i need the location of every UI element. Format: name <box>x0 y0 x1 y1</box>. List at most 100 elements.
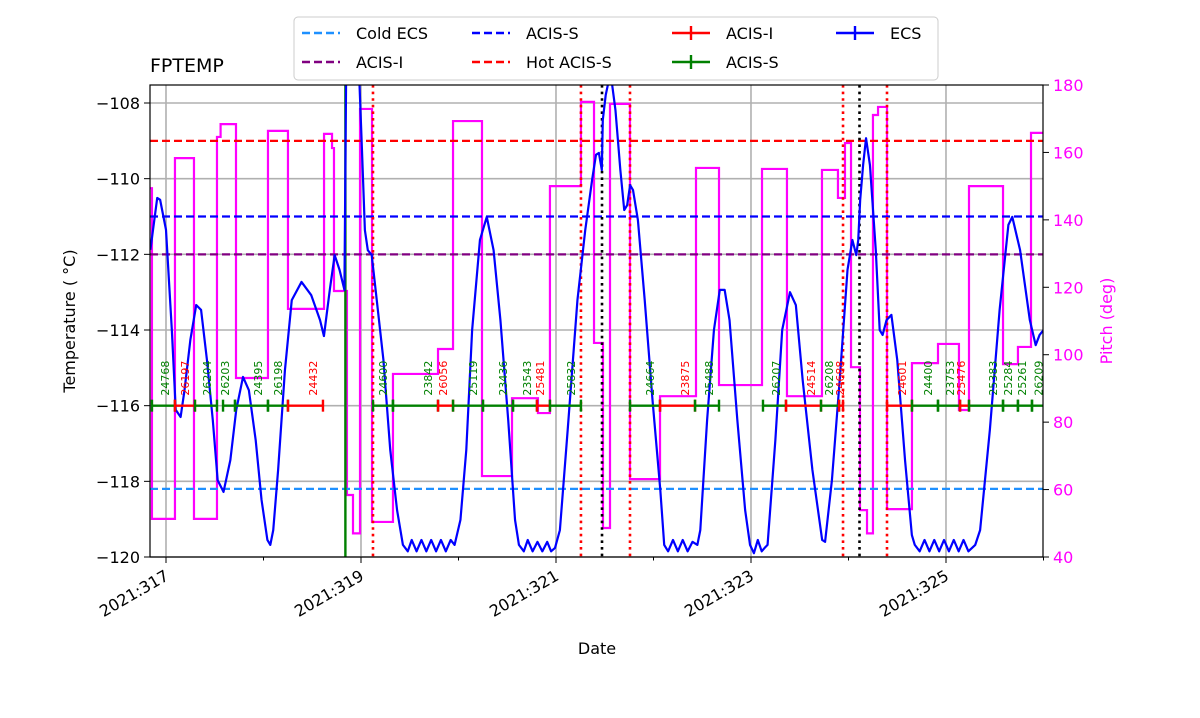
y-axis-label: Temperature ( °C) <box>60 249 79 393</box>
obsid-label: 23842 <box>422 361 435 396</box>
y2-tick-label: 100 <box>1053 346 1084 365</box>
obsid-label: 24601 <box>896 361 909 396</box>
legend-label: ACIS-I <box>356 53 403 72</box>
legend-box <box>293 16 939 81</box>
obsid-label: 23753 <box>944 361 957 396</box>
obsid-label: 25476 <box>955 361 968 396</box>
plot-area: 24768 26197 26204 26203 24395 26198 24432 24600… <box>150 85 1045 557</box>
obsid-bar-25261: 25261 <box>1016 361 1034 412</box>
obsid-label: 25261 <box>1016 361 1029 396</box>
chart-title: FPTEMP <box>150 55 224 77</box>
obsid-bar-25476: 25476 <box>955 361 971 412</box>
x-axis-label: Date <box>578 639 616 658</box>
legend-entry: ACIS-I <box>672 24 773 43</box>
y2-tick-label: 40 <box>1053 548 1073 567</box>
obsid-bar-25383: 25383 <box>967 361 1005 412</box>
y2-tick-label: 80 <box>1053 413 1073 432</box>
y-tick-label: −120 <box>96 548 140 567</box>
obsid-bar-26203: 26203 <box>219 361 237 412</box>
x-tick-label: 2021:319 <box>291 566 367 621</box>
obsid-bar-24600: 24600 <box>371 361 395 412</box>
axes: 2021:317 2021:319 2021:321 2021:323 2021:325… <box>96 76 1084 621</box>
x-tick-label: 2021:321 <box>486 566 562 621</box>
legend-label: Hot ACIS-S <box>526 53 612 72</box>
obsid-bar-25488: 25488 <box>693 361 721 412</box>
y2-tick-label: 120 <box>1053 278 1084 297</box>
legend: Cold ECS ACIS-I ACIS-S Hot ACIS-S ACIS-I ACIS… <box>293 16 939 81</box>
obsid-bar-26209: 26209 <box>1030 361 1045 412</box>
legend-entry: ACIS-I <box>302 53 403 72</box>
x-tick-label: 2021:323 <box>681 566 757 621</box>
x-tick-label: 2021:325 <box>876 566 952 621</box>
obsid-label: 23436 <box>497 361 510 396</box>
legend-entry: ACIS-S <box>672 53 779 72</box>
ecs-temperature-line <box>150 85 1043 555</box>
obsid-bar-24768: 24768 <box>150 361 177 412</box>
obsid-label: 26203 <box>219 361 232 396</box>
legend-entry: Hot ACIS-S <box>472 53 612 72</box>
legend-entry: ACIS-S <box>472 24 579 43</box>
obsid-bar-25119: 25119 <box>451 361 485 412</box>
obsid-bar-26056: 26056 <box>436 361 455 412</box>
obsid-label: 26207 <box>770 361 783 396</box>
legend-entry: ECS <box>836 24 921 43</box>
y2-tick-label: 180 <box>1053 76 1084 95</box>
legend-entry: Cold ECS <box>302 24 428 43</box>
obsid-label: 24514 <box>805 361 818 396</box>
obsid-bar-25481: 25481 <box>534 361 552 412</box>
obsid-label: 24600 <box>377 361 390 396</box>
obsid-bar-23875: 23875 <box>658 361 697 412</box>
obsid-bar-24601: 24601 <box>885 361 914 412</box>
obsid-bar-23842: 23842 <box>391 361 440 412</box>
legend-label: Cold ECS <box>356 24 428 43</box>
obsid-label: 25832 <box>565 361 578 396</box>
obsid-label: 26204 <box>201 361 214 396</box>
obsid-bar-24400: 24400 <box>910 361 940 412</box>
obsid-bar-25832: 25832 <box>548 361 583 412</box>
obsid-bar-24432: 24432 <box>286 361 325 412</box>
obsid-label: 24664 <box>644 361 657 396</box>
obsid-label: 24768 <box>159 361 172 396</box>
legend-label: ACIS-I <box>726 24 773 43</box>
obsid-bar-26207: 26207 <box>761 361 788 412</box>
y2-tick-label: 140 <box>1053 211 1084 230</box>
obsid-label: 25383 <box>987 361 1000 396</box>
obsid-label: 24432 <box>307 361 320 396</box>
obsid-label: 23875 <box>679 361 692 396</box>
obsid-label: 25284 <box>1002 361 1015 396</box>
obsid-label: 24400 <box>922 361 935 396</box>
obsid-label: 23543 <box>521 361 534 396</box>
pitch-line <box>150 100 1043 535</box>
obsid-label: 24395 <box>252 361 265 396</box>
y-tick-label: −112 <box>96 245 140 264</box>
legend-label: ACIS-S <box>526 24 579 43</box>
obsid-bar-26204: 26204 <box>193 361 219 412</box>
obsid-label: 26197 <box>179 361 192 396</box>
y2-tick-label: 160 <box>1053 143 1084 162</box>
obsid-bar-24395: 24395 <box>233 361 270 412</box>
obsid-label: 25119 <box>467 361 480 396</box>
obsid-label: 26056 <box>437 361 450 396</box>
obsid-bar-24664: 24664 <box>628 361 662 412</box>
y-tick-label: −116 <box>96 397 140 416</box>
obsid-label: 26198 <box>272 361 285 396</box>
obsid-label: 26209 <box>1032 361 1045 396</box>
obsid-label: 24688 <box>834 361 847 396</box>
obsid-label: 25488 <box>703 361 716 396</box>
y-tick-label: −118 <box>96 472 140 491</box>
plot-frame <box>149 84 1044 558</box>
y-tick-label: −114 <box>96 321 140 340</box>
x-tick-label: 2021:317 <box>96 566 172 621</box>
y2-axis-label: Pitch (deg) <box>1097 278 1116 365</box>
obsid-bar-23436: 23436 <box>481 361 515 412</box>
obsid-bar-26197: 26197 <box>173 361 197 412</box>
obsid-bar-24688: 24688 <box>834 361 847 412</box>
obsid-label: 25481 <box>534 361 547 396</box>
y2-tick-label: 60 <box>1053 481 1073 500</box>
y-tick-label: −108 <box>96 94 140 113</box>
y-tick-label: −110 <box>96 170 140 189</box>
obsid-label: 26208 <box>823 361 836 396</box>
legend-label: ACIS-S <box>726 53 779 72</box>
legend-label: ECS <box>890 24 921 43</box>
